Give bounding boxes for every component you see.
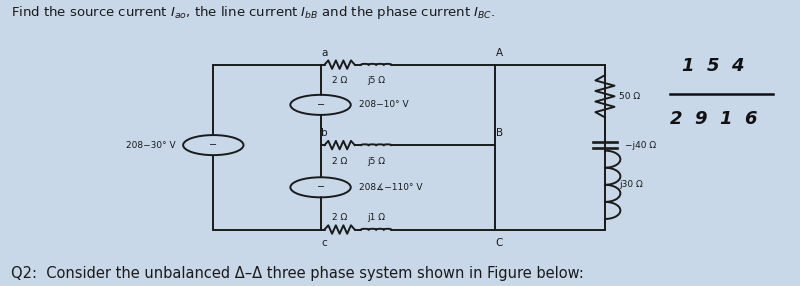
Text: 2 Ω: 2 Ω [332,212,347,222]
Text: j1 Ω: j1 Ω [367,212,385,222]
Text: j30 Ω: j30 Ω [619,180,643,189]
Text: j5 Ω: j5 Ω [367,76,385,86]
Text: c: c [322,238,327,248]
Text: B: B [496,128,503,138]
Text: −: − [317,182,325,192]
Text: 1  5  4: 1 5 4 [682,57,745,75]
Text: a: a [322,48,328,58]
Text: j5 Ω: j5 Ω [367,157,385,166]
Text: A: A [496,48,503,58]
Text: 2 Ω: 2 Ω [332,157,347,166]
Text: 208−30° V: 208−30° V [126,141,175,150]
Text: −: − [317,100,325,110]
Text: −j40 Ω: −j40 Ω [625,141,656,150]
Text: C: C [496,238,503,248]
Text: 2  9  1  6: 2 9 1 6 [670,110,758,128]
Text: Q2:  Consider the unbalanced Δ–Δ three phase system shown in Figure below:: Q2: Consider the unbalanced Δ–Δ three ph… [10,267,583,281]
Text: 50 Ω: 50 Ω [619,92,640,101]
Text: 208−10° V: 208−10° V [358,100,408,109]
Text: 2 Ω: 2 Ω [332,76,347,86]
Text: Find the source current $I_{ao}$, the line current $I_{bB}$ and the phase curren: Find the source current $I_{ao}$, the li… [10,4,495,21]
Text: −: − [210,140,218,150]
Text: 208∡−110° V: 208∡−110° V [358,183,422,192]
Text: b: b [322,128,328,138]
